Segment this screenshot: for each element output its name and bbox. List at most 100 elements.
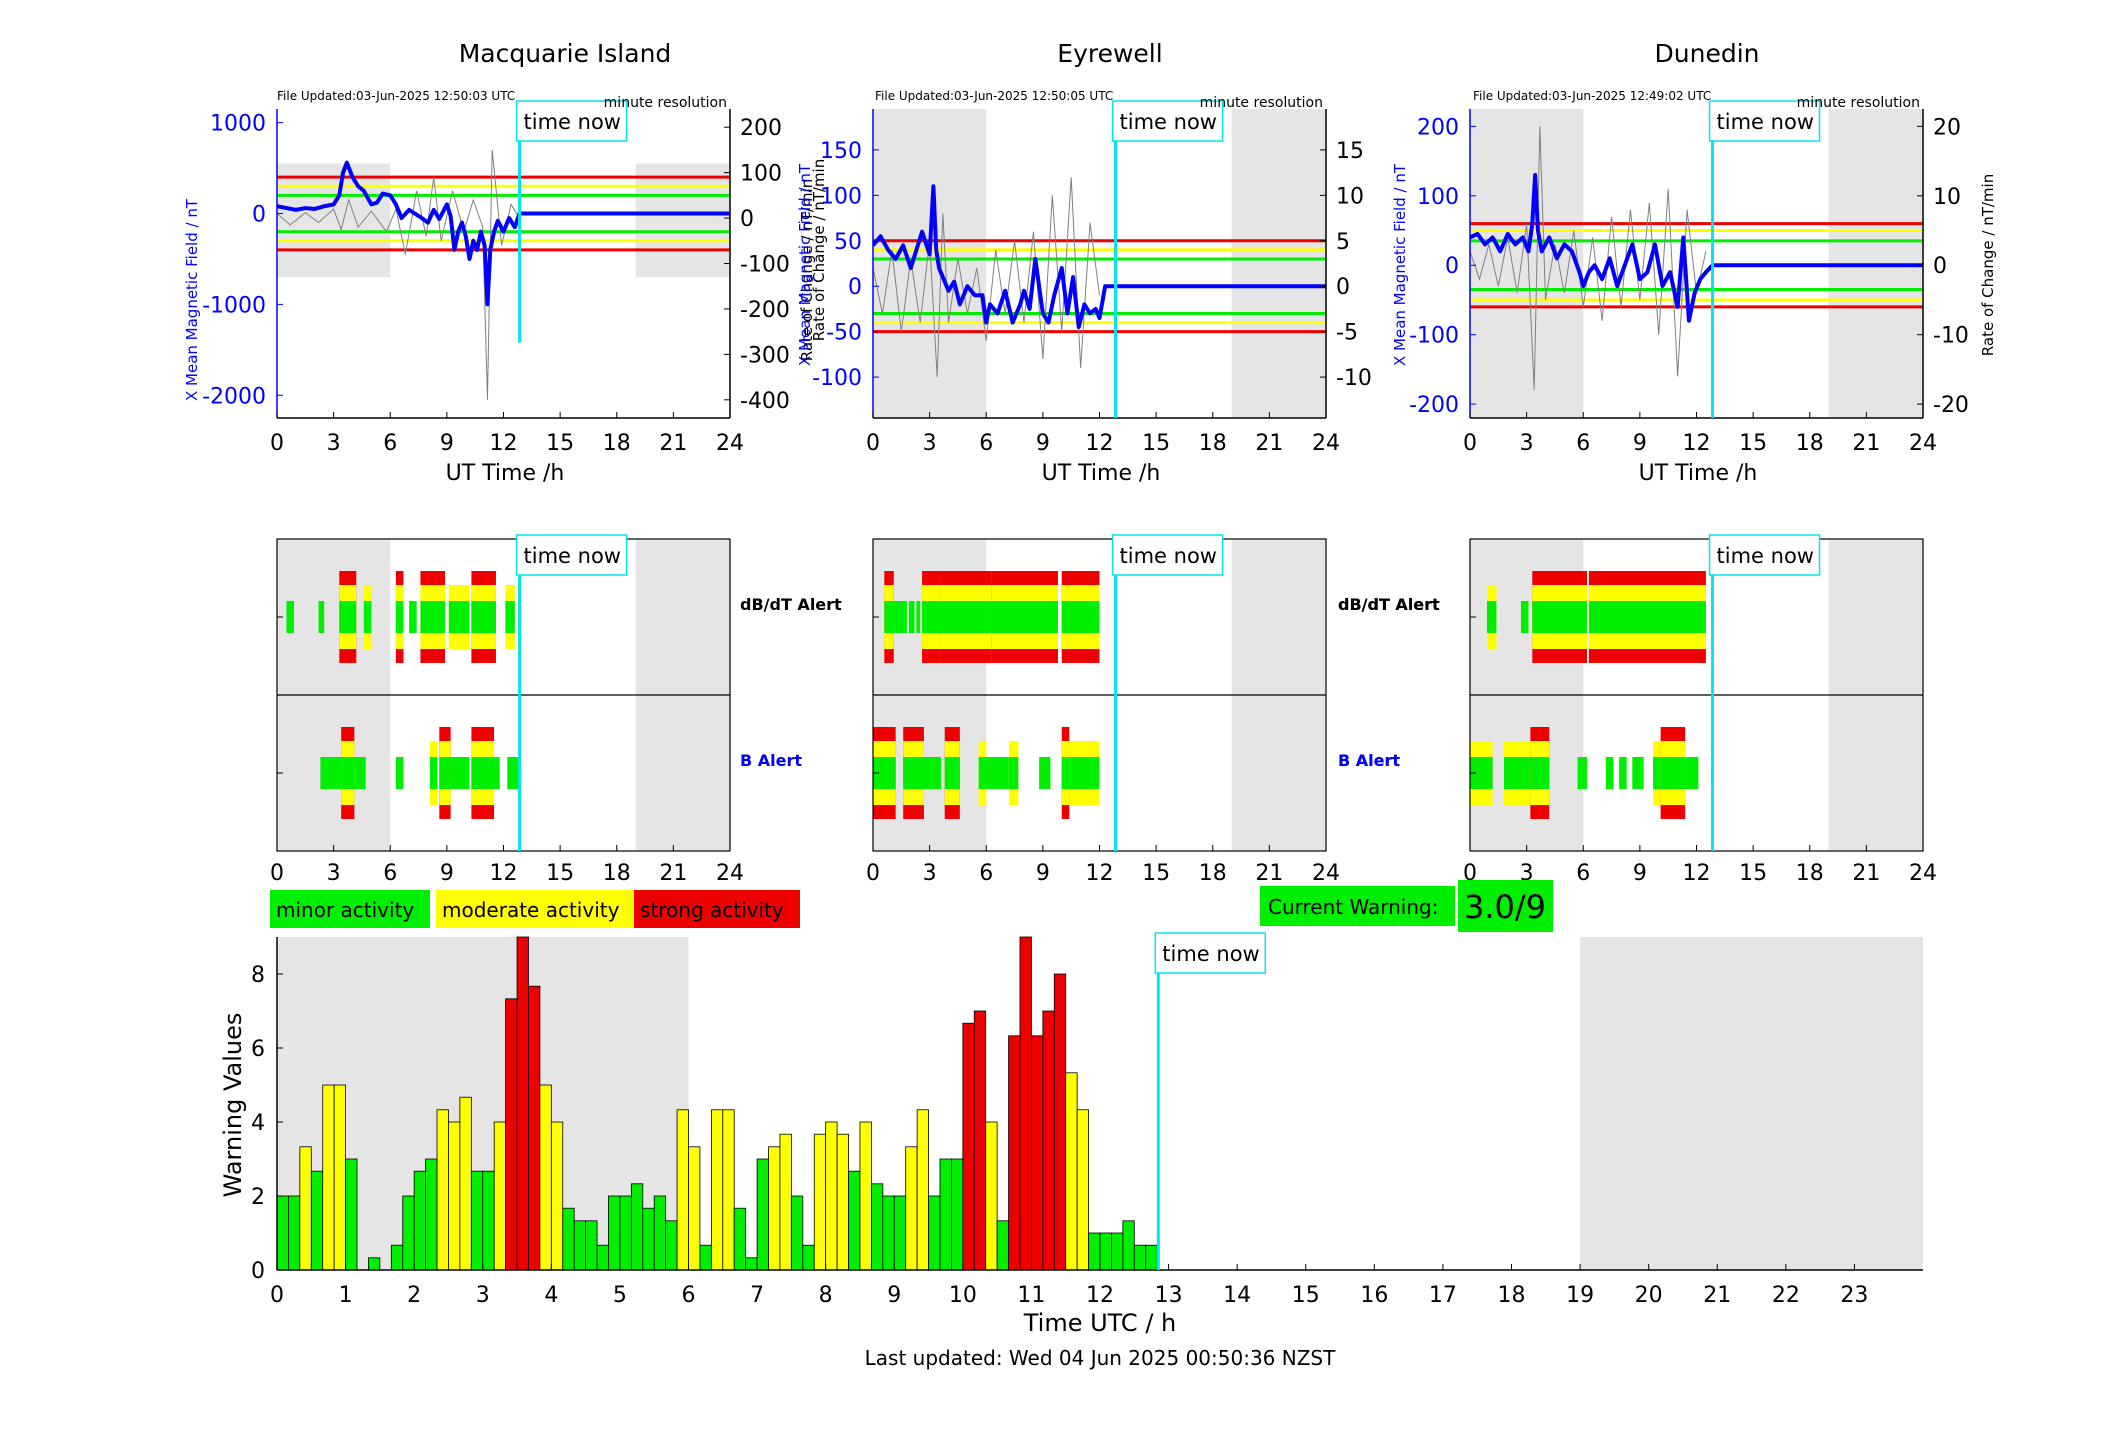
left-axis-label: X Mean Magnetic Field / nT (1391, 163, 1409, 366)
warning-bar (493, 1121, 507, 1271)
warning-bar (1019, 936, 1032, 1271)
dbdt-alert-segment-minor (395, 601, 404, 633)
warning-bar (299, 1146, 312, 1271)
x-tick-label: 0 (1463, 431, 1477, 456)
b-alert-segment-minor (1632, 757, 1644, 789)
time-now-label: time now (1120, 544, 1217, 568)
warning-bar (619, 1195, 632, 1271)
b-alert-segment-minor (494, 757, 500, 789)
x-tick-label: 21 (659, 861, 687, 886)
warning-bar (756, 1158, 769, 1271)
left-tick-label: -1000 (202, 293, 266, 318)
right-tick-label: 15 (1336, 139, 1364, 164)
dbdt-alert-segment-minor (448, 601, 470, 633)
legend-minor-swatch (270, 890, 430, 928)
x-tick-label: 24 (1312, 431, 1340, 456)
resolution-text: minute resolution (1797, 95, 1920, 111)
left-tick-label: 100 (820, 184, 862, 209)
b-alert-segment-minor (450, 757, 470, 789)
x-tick-label: 9 (887, 1283, 901, 1308)
right-tick-label: 5 (1336, 230, 1350, 255)
x-tick-label: 0 (270, 861, 284, 886)
right-tick-label: -400 (740, 389, 790, 414)
x-tick-label: 15 (1142, 861, 1170, 886)
y-tick-label: 4 (251, 1111, 265, 1136)
warning-bar (630, 1183, 644, 1271)
x-tick-label: 15 (546, 861, 574, 886)
warning-bar (928, 1195, 941, 1271)
x-tick-label: 4 (544, 1283, 558, 1308)
x-tick-label: 21 (1255, 431, 1283, 456)
x-tick-label: 12 (1086, 1283, 1114, 1308)
warning-bar (676, 1109, 689, 1271)
x-tick-label: 0 (270, 431, 284, 456)
file-updated-text: File Updated:03-Jun-2025 12:50:05 UTC (875, 89, 1113, 103)
x-tick-label: 3 (1520, 861, 1534, 886)
right-tick-label: 0 (740, 207, 754, 232)
right-axis-label: Rate of Change / nT/min (810, 159, 828, 341)
warning-bar (1031, 1035, 1044, 1271)
x-tick-label: 21 (1852, 861, 1880, 886)
warning-bar (813, 1133, 827, 1271)
b-alert-segment-minor (1685, 757, 1699, 789)
b-alert-segment-minor (1605, 757, 1614, 789)
x-tick-label: 19 (1566, 1283, 1594, 1308)
warning-bar (951, 1158, 964, 1271)
warning-bar (836, 1133, 849, 1271)
alert-panel: 0 3 6 9 12 15 18 21 24 time now (1463, 534, 1937, 886)
x-tick-label: 15 (546, 431, 574, 456)
b-alert-label: B Alert (1338, 751, 1400, 770)
file-updated-text: File Updated:03-Jun-2025 12:49:02 UTC (1473, 89, 1711, 103)
x-tick-label: 23 (1840, 1283, 1868, 1308)
b-alert-segment-minor (320, 757, 342, 789)
x-tick-label: 21 (1255, 861, 1283, 886)
x-tick-label: 15 (1142, 431, 1170, 456)
x-tick-label: 21 (659, 431, 687, 456)
current-warning-value-box (1458, 880, 1553, 932)
time-now-label: time now (1717, 110, 1814, 134)
warning-bar (882, 1195, 895, 1271)
alert-panel: 0 3 6 9 12 15 18 21 24 time now (270, 534, 744, 886)
warning-bar (288, 1195, 301, 1271)
x-tick-label: 6 (979, 861, 993, 886)
b-alert-segment-minor (944, 757, 960, 789)
right-tick-label: 100 (740, 162, 782, 187)
x-tick-label: 15 (1292, 1283, 1320, 1308)
warning-bar (459, 1096, 472, 1271)
x-tick-label: 0 (1463, 861, 1477, 886)
left-tick-label: -2000 (202, 384, 266, 409)
magnetic-field-series (277, 160, 730, 307)
right-tick-label: -10 (1933, 324, 1969, 349)
x-tick-label: 18 (1498, 1283, 1526, 1308)
warning-bar (870, 1183, 884, 1271)
b-alert-segment-minor (1619, 757, 1627, 789)
x-tick-label: 0 (866, 861, 880, 886)
warning-bar (1053, 973, 1067, 1271)
warning-bar (1065, 1072, 1078, 1271)
rate-of-change-series (1470, 126, 1707, 391)
b-alert-segment-minor (471, 757, 495, 789)
x-tick-label: 8 (819, 1283, 833, 1308)
y-tick-label: 0 (251, 1259, 265, 1284)
x-tick-label: 14 (1223, 1283, 1251, 1308)
resolution-text: minute resolution (1200, 95, 1323, 111)
left-axis-label: X Mean Magnetic Field / nT (183, 198, 201, 401)
legend-strong-label: strong activity (640, 898, 784, 922)
left-tick-label: -100 (812, 366, 862, 391)
warning-bar (470, 1170, 484, 1271)
time-now-box (1154, 932, 1267, 974)
x-axis-label: Time UTC / h (1023, 1309, 1177, 1337)
warning-bar (402, 1195, 415, 1271)
warning-bar (562, 1207, 575, 1271)
dbdt-alert-label: dB/dT Alert (1338, 595, 1440, 614)
b-alert-segment-minor (1503, 757, 1531, 789)
alert-panel: 0 3 6 9 12 15 18 21 24 time now (866, 534, 1340, 886)
x-axis-label: UT Time /h (446, 461, 565, 486)
b-alert-segment-minor (1008, 757, 1019, 789)
legend-moderate-label: moderate activity (442, 898, 620, 922)
dbdt-alert-segment-minor (409, 601, 417, 633)
x-tick-label: 3 (327, 431, 341, 456)
time-now-label: time now (1120, 110, 1217, 134)
